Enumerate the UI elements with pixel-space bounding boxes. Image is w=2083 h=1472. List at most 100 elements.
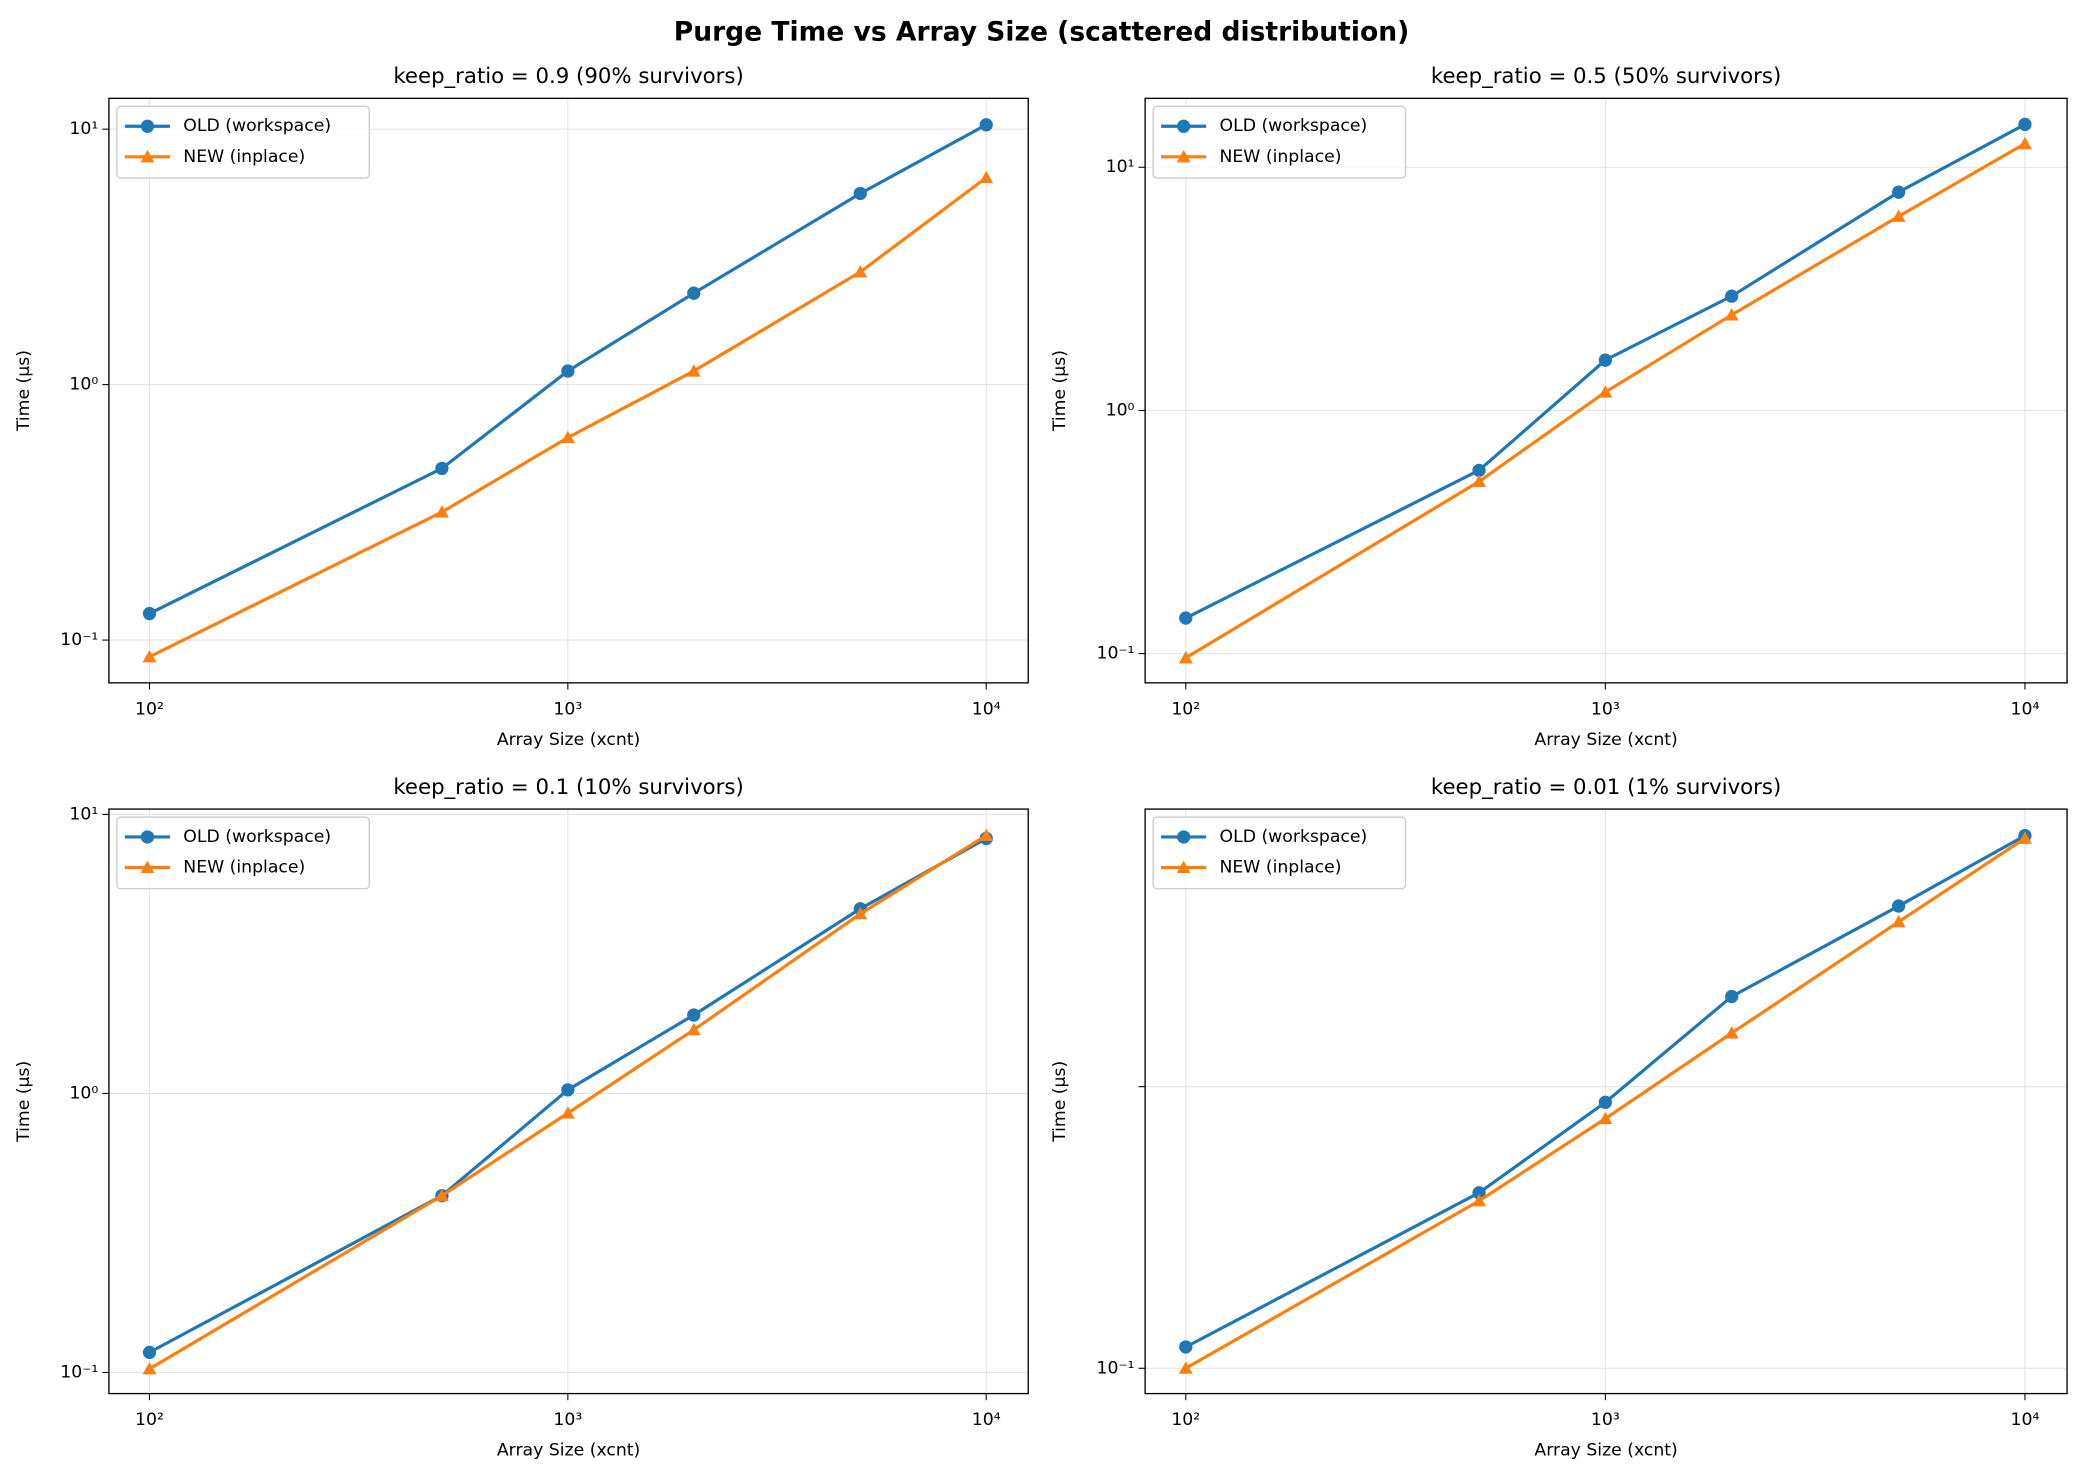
legend-marker [140,119,155,133]
x-tick-label: 10⁴ [2011,699,2040,719]
series-line [148,837,988,1354]
legend-box [1152,105,1407,179]
series-line [148,176,988,659]
marker [561,364,575,378]
x-tick-label: 10³ [1591,1410,1620,1430]
x-tick-label: 10³ [1591,699,1620,719]
marker [142,649,157,663]
marker [561,1083,575,1097]
legend-box [116,816,370,890]
figure-title: Purge Time vs Array Size (scattered dist… [674,17,1410,48]
x-tick-label: 10² [1171,699,1200,719]
marker [1724,308,1739,321]
x-tick-label: 10³ [553,1410,582,1430]
marker [1472,1193,1486,1207]
marker [2018,136,2032,150]
marker [1472,463,1486,477]
marker [1179,1340,1193,1354]
marker [1891,914,1906,928]
x-tick-label: 10³ [553,699,582,719]
marker [1724,1026,1739,1039]
y-axis-label: Time (µs) [1050,350,1070,432]
marker [435,461,449,476]
axes-title: keep_ratio = 0.5 (50% survivors) [1431,64,1781,89]
legend-box [1152,816,1407,890]
series-line [1185,834,2026,1349]
marker [979,118,993,132]
marker [560,1106,575,1119]
series-line [1185,123,2026,620]
marker [853,186,867,201]
x-tick-label: 10⁴ [972,699,1001,719]
plot-area [1178,117,2032,664]
series-line [1184,836,2026,1370]
y-tick-label: 10⁻¹ [60,630,98,650]
marker [1178,651,1193,664]
marker [1598,1111,1613,1125]
x-tick-label: 10⁴ [972,1410,1001,1430]
y-tick-label: 10¹ [69,119,98,139]
legend-label: OLD (workspace) [183,116,331,136]
marker [2018,117,2032,132]
legend-label: NEW (inplace) [183,858,305,878]
marker [1472,1186,1486,1200]
marker [142,1361,157,1375]
marker [979,828,994,842]
y-tick-label: 10¹ [69,804,98,824]
legend-marker [1177,830,1191,844]
legend-label: NEW (inplace) [1220,147,1342,167]
marker [1178,1361,1193,1374]
marker [142,606,157,621]
y-tick-label: 10⁰ [69,375,98,395]
legend-label: OLD (workspace) [1220,116,1368,136]
marker [1598,1095,1613,1109]
axes-frame [108,808,1029,1395]
marker [2018,831,2032,844]
marker [853,906,868,920]
y-axis-label: Time (µs) [14,1061,34,1143]
x-axis-label: Array Size (xcnt) [497,1441,640,1461]
marker [434,1188,449,1202]
legend-marker [140,149,155,163]
legend-label: NEW (inplace) [183,147,305,167]
marker [687,1008,701,1022]
marker [687,286,701,300]
y-axis-label: Time (µs) [1050,1061,1070,1143]
marker [686,1022,701,1036]
plot-area [1178,828,2032,1374]
marker [1725,989,1739,1004]
legend-marker [140,830,155,844]
x-tick-label: 10² [1171,1410,1200,1430]
marker [1891,185,1906,199]
marker [1891,899,1906,913]
plot-area [142,118,994,663]
legend-label: OLD (workspace) [183,827,331,847]
marker [1598,385,1613,398]
legend-label: NEW (inplace) [1220,858,1342,878]
axes-title: keep_ratio = 0.1 (10% survivors) [393,775,743,800]
marker [434,505,449,518]
marker [853,265,868,278]
marker [1725,289,1739,303]
plot-area [142,828,994,1375]
axes-frame [1144,808,2068,1395]
legend-marker [140,860,155,874]
y-tick-label: 10¹ [1106,157,1135,177]
y-tick-label: 10⁻¹ [60,1362,98,1382]
legend-marker [1177,119,1191,133]
marker [1179,611,1193,625]
legend-marker [1176,149,1191,163]
y-tick-label: 10⁻¹ [1097,1358,1135,1378]
marker [686,364,701,377]
axes-frame [1144,97,2068,684]
marker [560,430,575,444]
axes-frame [108,97,1029,684]
x-axis-label: Array Size (xcnt) [1534,1441,1677,1461]
y-tick-label: 10⁻¹ [1097,644,1135,664]
y-tick-label: 10⁰ [69,1083,98,1103]
legend-marker [1176,860,1191,874]
x-tick-label: 10² [135,699,164,719]
series-line [1184,142,2026,660]
y-axis-label: Time (µs) [14,350,34,432]
